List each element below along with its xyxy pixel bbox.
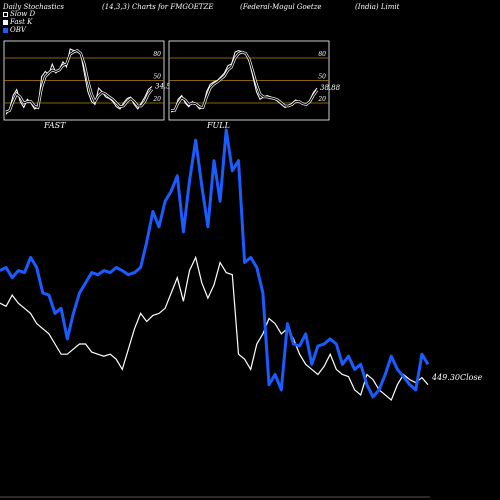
legend-label-fast-k: Fast K	[10, 18, 33, 26]
legend-swatch-slow-d	[3, 11, 8, 17]
last-value-label: 38.88	[320, 84, 341, 92]
legend-label-obv: OBV	[10, 26, 26, 34]
ytick-label-50: 50	[318, 74, 326, 81]
ytick-label-80: 80	[153, 51, 161, 58]
mini-chart-fast: 80 50 20 34.53 FAST	[3, 40, 176, 130]
header-title: Daily Stochastics	[3, 3, 65, 11]
bottom-axis-bar	[0, 496, 430, 498]
main-chart-obv-close: 449.30Close	[0, 128, 483, 498]
legend-label-slow-d: Slow D	[10, 10, 36, 18]
ytick-label-80: 80	[318, 51, 326, 58]
legend-swatch-obv	[3, 27, 8, 33]
legend-item-obv: OBV	[3, 26, 26, 34]
header-params: (14,3,3) Charts for FMGOETZE	[102, 3, 214, 11]
series-line-obv	[0, 128, 430, 399]
legend-item-fast-k: Fast K	[3, 18, 32, 26]
ytick-label-50: 50	[153, 74, 161, 81]
legend-swatch-fast-k	[3, 19, 8, 25]
series-line-slow-d	[5, 49, 153, 113]
last-value-label: 34.53	[155, 83, 176, 91]
legend-item-slow-d: Slow D	[3, 10, 35, 18]
panel-title: FAST	[43, 121, 66, 130]
header-country: (India) Limit	[355, 3, 400, 11]
ytick-label-20: 20	[317, 96, 326, 103]
series-line-slow-d	[171, 51, 318, 112]
header-company: (Federal-Mogul Goetze	[240, 3, 322, 11]
panel-title: FULL	[206, 121, 230, 130]
series-line-close	[0, 255, 429, 401]
ytick-label-20: 20	[152, 96, 161, 103]
mini-chart-full: 80 50 20 38.88 FULL	[168, 40, 341, 130]
last-close-label: 449.30Close	[431, 373, 483, 382]
